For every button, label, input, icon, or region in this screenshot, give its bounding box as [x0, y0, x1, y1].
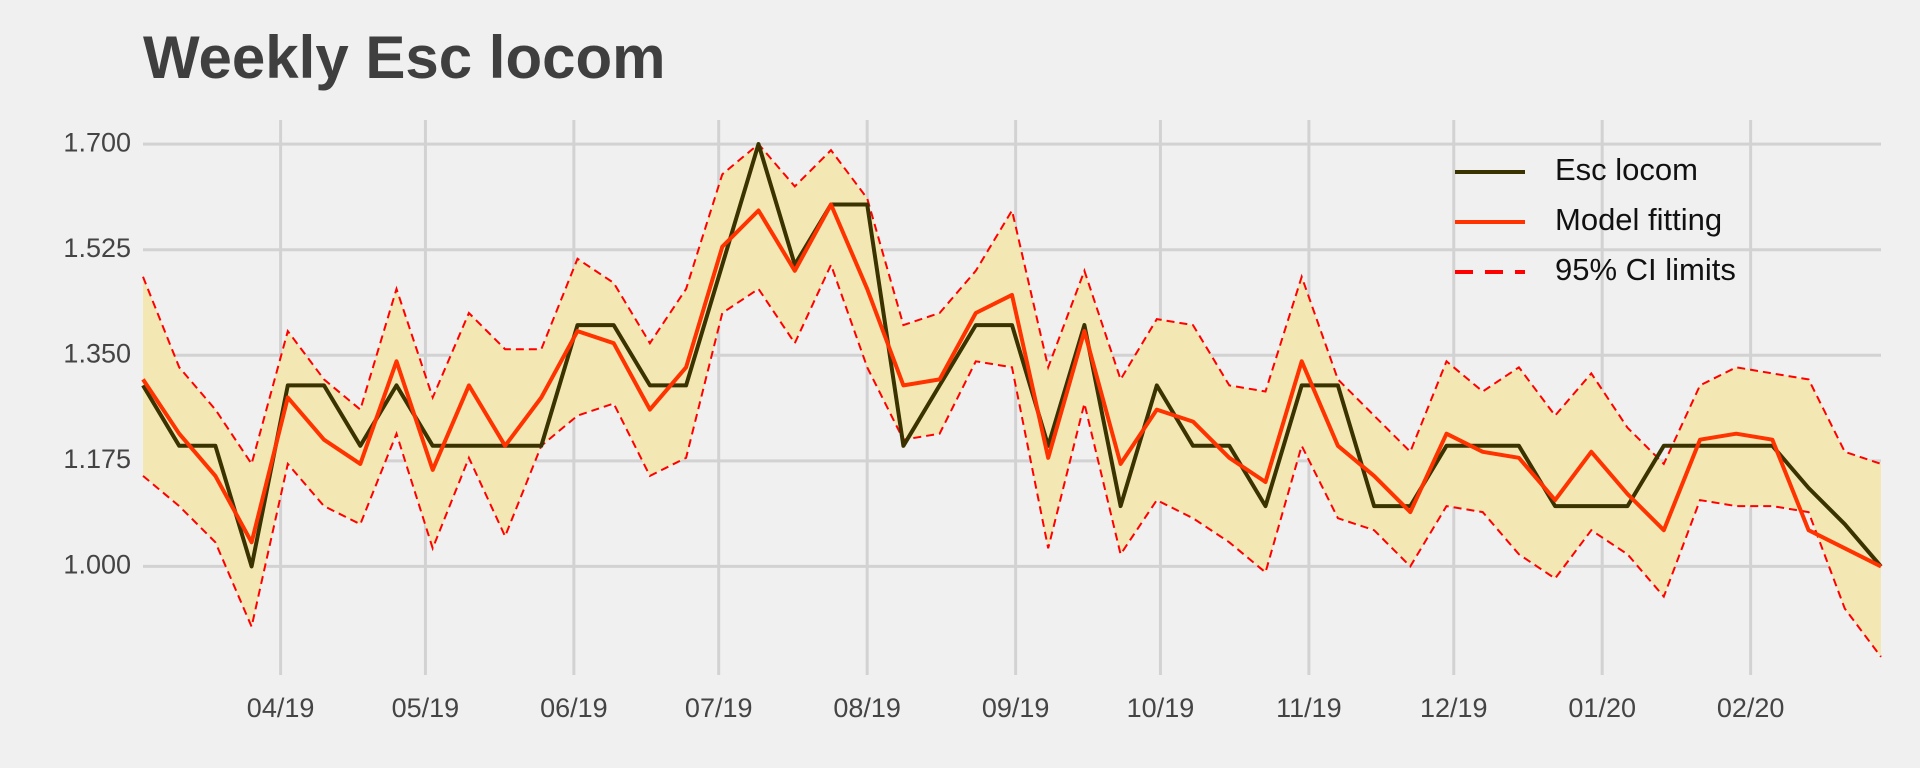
x-tick-label: 07/19: [685, 693, 753, 723]
x-tick-label: 01/20: [1568, 693, 1636, 723]
chart-title: Weekly Esc locom: [143, 24, 665, 91]
y-tick-label: 1.700: [63, 127, 131, 157]
legend-label: Model fitting: [1555, 202, 1722, 237]
x-tick-label: 12/19: [1420, 693, 1488, 723]
ci-line: [142, 142, 1882, 467]
x-tick-label: 05/19: [392, 693, 460, 723]
x-tick-label: 02/20: [1717, 693, 1785, 723]
y-tick-label: 1.525: [63, 233, 131, 263]
x-tick-label: 10/19: [1127, 693, 1195, 723]
series-line: [141, 202, 1882, 569]
legend-label: 95% CI limits: [1555, 252, 1736, 287]
ci-band: [143, 144, 1881, 657]
ci-line: [142, 262, 1882, 658]
y-tick-label: 1.000: [63, 550, 131, 580]
x-tick-label: 08/19: [833, 693, 901, 723]
legend-label: Esc locom: [1555, 152, 1698, 187]
x-tick-label: 04/19: [247, 693, 315, 723]
x-tick-label: 06/19: [540, 693, 608, 723]
x-tick-label: 09/19: [982, 693, 1050, 723]
y-tick-label: 1.350: [63, 338, 131, 368]
x-tick-label: 11/19: [1276, 693, 1342, 723]
series-line: [141, 142, 1883, 569]
y-tick-label: 1.175: [63, 444, 131, 474]
